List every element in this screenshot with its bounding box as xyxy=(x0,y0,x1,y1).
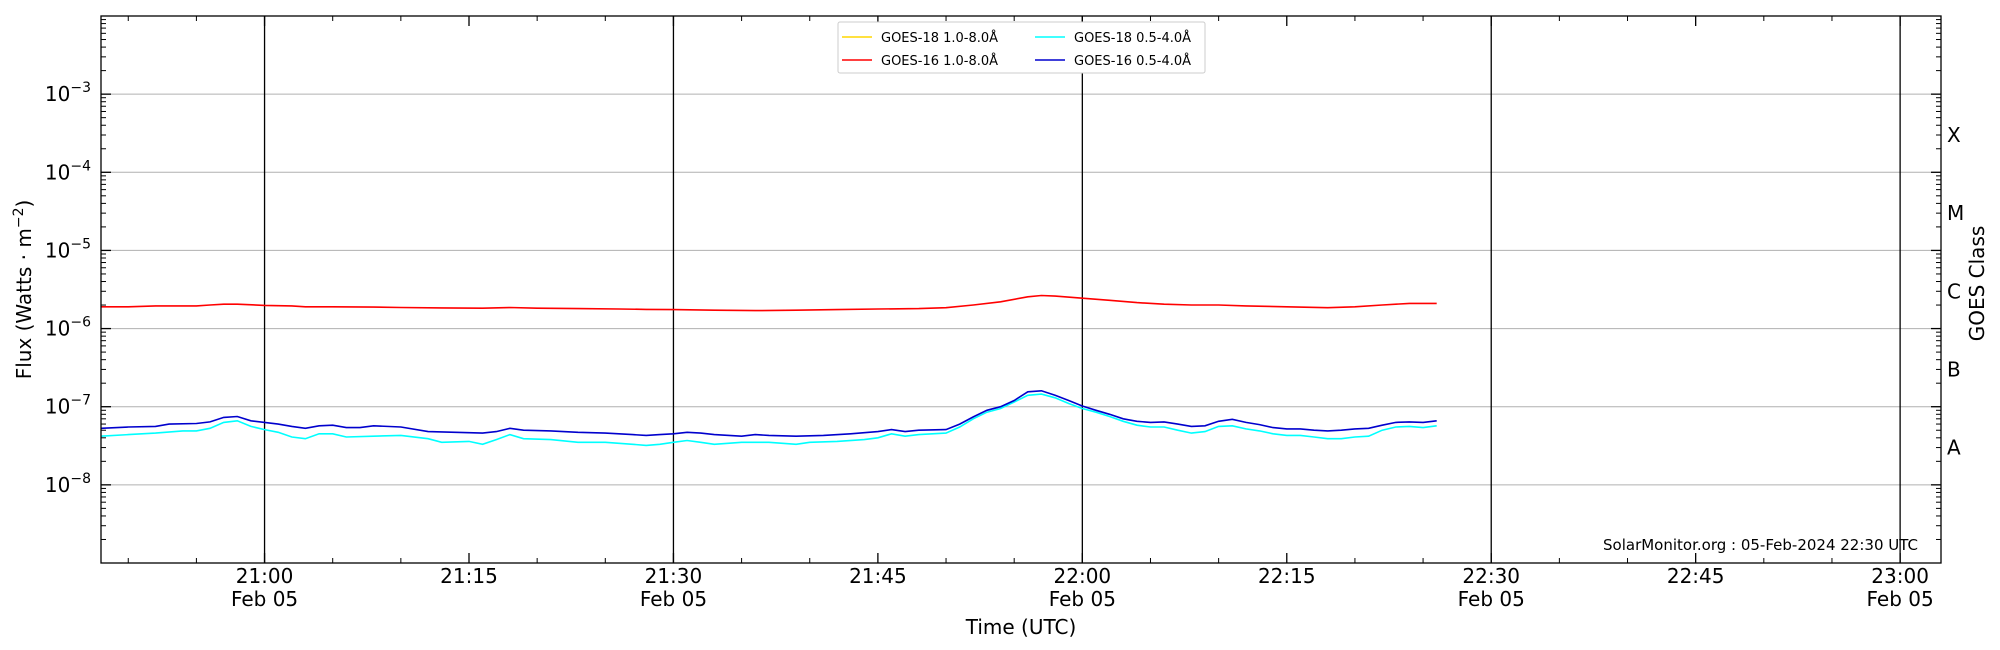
plot-frame xyxy=(100,15,1942,564)
x-tick-label: 23:00 xyxy=(1871,564,1929,588)
x-tick-label: 22:00 xyxy=(1054,564,1112,588)
x-tick-date-label: Feb 05 xyxy=(640,587,707,611)
series-layer xyxy=(100,294,1437,447)
x-tick-label: 22:45 xyxy=(1667,564,1725,588)
y-axis-title: Flux (Watts · m−2) xyxy=(11,200,36,380)
x-axis-title: Time (UTC) xyxy=(965,615,1077,639)
goes-class-label: X xyxy=(1947,123,1961,147)
goes-class-label: B xyxy=(1947,357,1961,381)
grid-layer xyxy=(101,93,1941,486)
x-tick-label: 21:30 xyxy=(645,564,703,588)
tick-layer xyxy=(101,16,1941,563)
goes-class-labels: A B C M X xyxy=(1947,123,1964,460)
y-tick-label: 10−7 xyxy=(45,393,91,419)
legend-label: GOES-16 0.5-4.0Å xyxy=(1074,53,1191,69)
series-line xyxy=(101,294,1437,312)
x-tick-label: 22:30 xyxy=(1462,564,1520,588)
y-tick-label: 10−4 xyxy=(45,158,91,184)
goes-class-label: C xyxy=(1947,279,1961,303)
x-tick-label: 21:45 xyxy=(849,564,907,588)
credit-text: SolarMonitor.org : 05-Feb-2024 22:30 UTC xyxy=(1603,536,1918,554)
y-tick-label: 10−6 xyxy=(45,315,91,341)
x-tick-date-label: Feb 05 xyxy=(1867,587,1934,611)
x-tick-date-label: Feb 05 xyxy=(1458,587,1525,611)
y-tick-label: 10−3 xyxy=(45,80,91,106)
legend-label: GOES-18 1.0-8.0Å xyxy=(881,30,998,46)
goes-class-label: A xyxy=(1947,436,1961,460)
legend: GOES-18 1.0-8.0Å GOES-18 0.5-4.0Å GOES-16 … xyxy=(837,21,1206,74)
x-tick-date-label: Feb 05 xyxy=(231,587,298,611)
y-tick-label: 10−5 xyxy=(45,236,91,262)
y-tick-labels: 10−8 10−7 10−6 10−5 10−4 10−3 xyxy=(45,80,91,497)
y-tick-label: 10−8 xyxy=(45,471,91,497)
legend-label: GOES-18 0.5-4.0Å xyxy=(1074,30,1191,46)
x-tick-label: 22:15 xyxy=(1258,564,1316,588)
goes-class-label: M xyxy=(1947,201,1964,225)
series-line xyxy=(100,393,1437,447)
vertical-day-lines xyxy=(263,16,1901,563)
legend-label: GOES-16 1.0-8.0Å xyxy=(881,53,998,69)
series-line xyxy=(100,389,1437,438)
goes-class-axis-title: GOES Class xyxy=(1965,226,1989,342)
x-tick-label: 21:00 xyxy=(236,564,294,588)
x-tick-label: 21:15 xyxy=(440,564,498,588)
legend-box xyxy=(837,21,1206,74)
x-tick-date-label: Feb 05 xyxy=(1049,587,1116,611)
